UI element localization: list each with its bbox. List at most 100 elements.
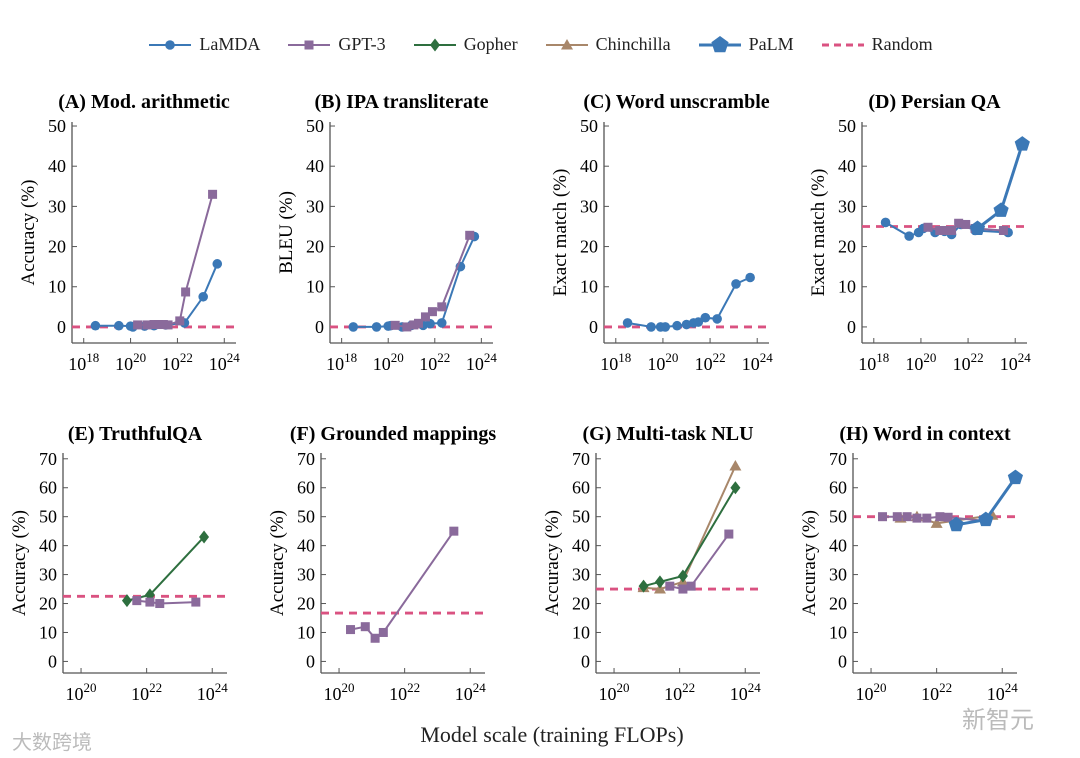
lamda-marker	[904, 231, 914, 241]
lamda-marker	[90, 320, 101, 331]
y-tick-label: 40	[838, 156, 856, 176]
legend-label: Chinchilla	[595, 34, 671, 54]
y-tick-label: 10	[297, 622, 315, 642]
y-tick-label: 20	[829, 594, 847, 614]
gpt-3-marker	[149, 320, 159, 330]
gpt-3-marker	[402, 322, 412, 332]
y-tick-label: 10	[580, 277, 598, 297]
shared-x-axis-label: Model scale (training FLOPs)	[420, 722, 684, 747]
gpt-3-marker	[935, 225, 945, 235]
gpt-3-marker	[998, 225, 1008, 235]
gpt-3-marker	[922, 513, 932, 523]
x-tick-label: 1024	[466, 350, 498, 374]
x-tick-label: 1022	[389, 680, 420, 704]
y-tick-label: 40	[39, 536, 57, 556]
gpt-3-marker	[724, 529, 734, 539]
x-tick-label: 1022	[921, 680, 952, 704]
y-tick-label: 50	[580, 116, 598, 136]
gopher-marker	[677, 569, 688, 583]
series-palm	[948, 469, 1023, 532]
legend-label: Random	[871, 34, 933, 54]
gpt-3-marker	[427, 307, 437, 317]
x-tick-label: 1020	[66, 680, 97, 704]
chart-legend: LaMDA GPT-3 Gopher Chinchilla PaLM Random	[0, 34, 1080, 55]
y-tick-label: 20	[297, 594, 315, 614]
palm-marker	[978, 511, 994, 527]
gpt-3-marker	[142, 320, 152, 330]
series-gpt-3	[665, 529, 734, 594]
palm-marker	[1014, 136, 1030, 151]
gpt-3-marker	[413, 318, 423, 328]
series-lamda	[348, 231, 480, 332]
gpt-3-marker	[370, 633, 380, 643]
gpt-3-marker	[465, 230, 475, 240]
lamda-marker	[212, 259, 223, 269]
lamda-marker	[198, 291, 208, 302]
legend-label: PaLM	[748, 34, 794, 54]
watermark-left: 大数跨境	[12, 730, 92, 754]
y-tick-label: 40	[48, 156, 66, 176]
gpt-3-marker	[175, 316, 185, 326]
y-tick-label: 40	[829, 536, 847, 556]
y-tick-label: 70	[829, 449, 847, 469]
gpt-3-marker	[208, 189, 218, 199]
y-tick-label: 30	[48, 196, 66, 216]
y-axis-label: Accuracy (%)	[267, 510, 288, 616]
chinchilla-marker	[729, 460, 742, 471]
y-tick-label: 30	[306, 196, 324, 216]
x-tick-label: 1022	[419, 350, 450, 374]
gpt-3-marker	[409, 320, 419, 330]
legend-swatch	[149, 39, 192, 50]
x-tick-label: 1020	[115, 350, 146, 374]
chinchilla-marker	[930, 517, 943, 528]
x-tick-label: 1022	[162, 350, 193, 374]
y-tick-label: 40	[297, 536, 315, 556]
y-tick-label: 10	[48, 277, 66, 297]
y-axis-label: Accuracy (%)	[9, 510, 30, 616]
legend-swatch	[545, 38, 588, 49]
lamda-marker	[114, 320, 124, 331]
lamda-marker	[700, 312, 711, 323]
gpt-3-line	[136, 599, 196, 605]
x-tick-label: 1020	[373, 350, 404, 374]
gpt-3-marker	[923, 222, 933, 232]
lamda-marker	[731, 279, 741, 289]
y-tick-label: 20	[39, 594, 57, 614]
lamda-marker	[745, 272, 755, 283]
y-tick-label: 50	[838, 116, 856, 136]
y-axis-label: Exact match (%)	[550, 169, 571, 297]
y-tick-label: 20	[580, 237, 598, 257]
lamda-marker	[660, 322, 671, 332]
lamda-marker	[165, 39, 176, 50]
series-gpt-3	[133, 189, 218, 330]
legend-label: Gopher	[463, 34, 518, 54]
y-tick-label: 10	[838, 277, 856, 297]
y-tick-label: 70	[39, 449, 57, 469]
x-tick-label: 1018	[68, 350, 99, 374]
y-tick-label: 0	[838, 651, 847, 671]
gpt-3-marker	[346, 625, 356, 635]
lamda-marker	[646, 322, 656, 332]
y-axis-label: Accuracy (%)	[542, 510, 563, 616]
gpt-3-marker	[360, 622, 370, 632]
y-tick-label: 70	[572, 449, 590, 469]
lamda-marker	[693, 317, 704, 327]
y-tick-label: 50	[829, 507, 847, 527]
y-tick-label: 50	[39, 507, 57, 527]
panel-title: (E) TruthfulQA	[68, 423, 203, 445]
gopher-marker	[121, 594, 132, 608]
gpt-3-marker	[390, 320, 400, 330]
lamda-marker	[622, 318, 633, 328]
x-tick-label: 1022	[695, 350, 726, 374]
gpt-3-marker	[132, 596, 142, 606]
y-tick-label: 20	[306, 237, 324, 257]
x-tick-label: 1022	[131, 680, 162, 704]
series-gpt-3	[346, 526, 459, 643]
y-tick-label: 50	[306, 116, 324, 136]
gpt-3-marker	[912, 513, 922, 523]
gpt-3-marker	[191, 597, 201, 607]
